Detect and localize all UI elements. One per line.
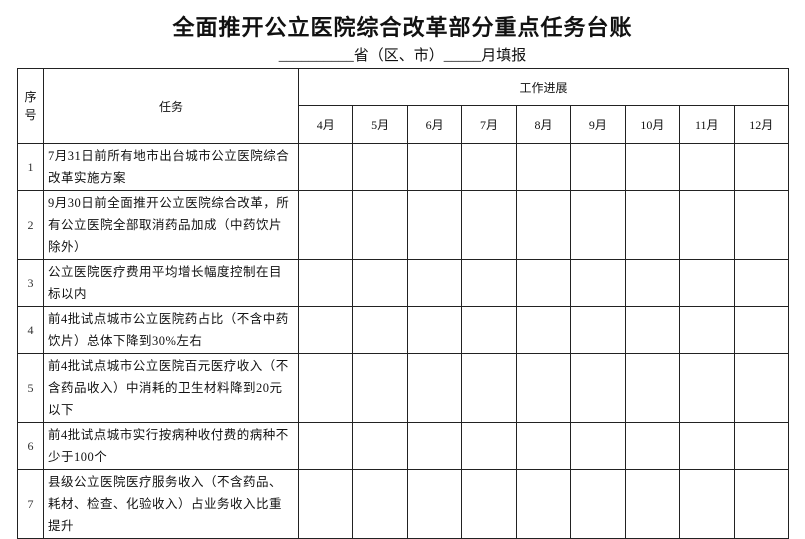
progress-cell[interactable] (570, 143, 626, 191)
progress-cell[interactable] (515, 469, 572, 539)
progress-cell[interactable] (352, 143, 408, 191)
table-row: 2 9月30日前全面推开公立医院综合改革，所有公立医院全部取消药品加成（中药饮片除… (17, 190, 789, 260)
progress-cell[interactable] (461, 190, 517, 260)
row-index: 1 (17, 143, 44, 191)
progress-cell[interactable] (352, 259, 408, 307)
progress-cell[interactable] (733, 190, 789, 260)
header-month: 4月 (297, 105, 354, 144)
progress-cell[interactable] (515, 143, 572, 191)
progress-cell[interactable] (733, 306, 789, 354)
progress-cell[interactable] (461, 353, 517, 423)
progress-cell[interactable] (733, 469, 789, 539)
progress-cell[interactable] (406, 190, 463, 260)
header-month: 5月 (352, 105, 408, 144)
progress-cell[interactable] (352, 353, 408, 423)
progress-cell[interactable] (679, 259, 735, 307)
header-task: 任务 (43, 68, 299, 144)
table-row: 6 前4批试点城市实行按病种收付费的病种不少于100个 (17, 422, 789, 470)
progress-cell[interactable] (515, 353, 572, 423)
row-index: 3 (17, 259, 44, 307)
progress-cell[interactable] (515, 259, 572, 307)
progress-cell[interactable] (679, 469, 735, 539)
progress-cell[interactable] (297, 469, 354, 539)
progress-cell[interactable] (570, 306, 626, 354)
progress-cell[interactable] (352, 469, 408, 539)
header-index: 序号 (17, 68, 44, 144)
progress-cell[interactable] (297, 259, 354, 307)
progress-cell[interactable] (624, 353, 681, 423)
row-index: 5 (17, 353, 44, 423)
progress-cell[interactable] (624, 190, 681, 260)
progress-cell[interactable] (297, 306, 354, 354)
table-row: 1 7月31日前所有地市出台城市公立医院综合改革实施方案 (17, 143, 789, 191)
table-row: 4 前4批试点城市公立医院药占比（不含中药饮片）总体下降到30%左右 (17, 306, 789, 354)
row-task: 前4批试点城市公立医院百元医疗收入（不含药品收入）中消耗的卫生材料降到20元以下 (43, 353, 299, 423)
progress-cell[interactable] (624, 306, 681, 354)
row-task: 县级公立医院医疗服务收入（不含药品、耗材、检查、化验收入）占业务收入比重提升 (43, 469, 299, 539)
table-row: 3 公立医院医疗费用平均增长幅度控制在目标以内 (17, 259, 789, 307)
header-month: 9月 (570, 105, 626, 144)
header-month: 12月 (733, 105, 789, 144)
progress-cell[interactable] (733, 259, 789, 307)
progress-cell[interactable] (733, 422, 789, 470)
header-month: 7月 (461, 105, 517, 144)
progress-cell[interactable] (461, 469, 517, 539)
progress-cell[interactable] (406, 353, 463, 423)
row-index: 2 (17, 190, 44, 260)
progress-cell[interactable] (515, 190, 572, 260)
progress-cell[interactable] (733, 353, 789, 423)
row-task: 前4批试点城市实行按病种收付费的病种不少于100个 (43, 422, 299, 470)
row-task: 9月30日前全面推开公立医院综合改革，所有公立医院全部取消药品加成（中药饮片除外… (43, 190, 299, 260)
progress-cell[interactable] (461, 306, 517, 354)
document-title: 全面推开公立医院综合改革部分重点任务台账 (172, 15, 633, 40)
progress-cell[interactable] (297, 422, 354, 470)
progress-cell[interactable] (679, 306, 735, 354)
progress-cell[interactable] (679, 353, 735, 423)
progress-cell[interactable] (570, 422, 626, 470)
progress-cell[interactable] (352, 190, 408, 260)
progress-cell[interactable] (515, 422, 572, 470)
progress-cell[interactable] (570, 259, 626, 307)
header-month: 6月 (406, 105, 463, 144)
progress-cell[interactable] (406, 306, 463, 354)
row-index: 4 (17, 306, 44, 354)
progress-cell[interactable] (624, 259, 681, 307)
row-task: 7月31日前所有地市出台城市公立医院综合改革实施方案 (43, 143, 299, 191)
progress-cell[interactable] (461, 259, 517, 307)
row-task: 前4批试点城市公立医院药占比（不含中药饮片）总体下降到30%左右 (43, 306, 299, 354)
progress-cell[interactable] (297, 353, 354, 423)
row-task: 公立医院医疗费用平均增长幅度控制在目标以内 (43, 259, 299, 307)
progress-cell[interactable] (406, 259, 463, 307)
progress-cell[interactable] (352, 422, 408, 470)
progress-cell[interactable] (406, 469, 463, 539)
progress-cell[interactable] (461, 143, 517, 191)
progress-cell[interactable] (570, 353, 626, 423)
progress-cell[interactable] (570, 190, 626, 260)
progress-cell[interactable] (297, 143, 354, 191)
progress-cell[interactable] (624, 469, 681, 539)
progress-cell[interactable] (679, 143, 735, 191)
progress-cell[interactable] (406, 143, 463, 191)
task-ledger-table: 序号 任务 工作进展 4月 5月 6月 7月 8月 9月 10月 11月 12月 1 7月31日前… (17, 68, 789, 539)
header-month: 11月 (679, 105, 735, 144)
progress-cell[interactable] (733, 143, 789, 191)
progress-cell[interactable] (406, 422, 463, 470)
table-row: 5 前4批试点城市公立医院百元医疗收入（不含药品收入）中消耗的卫生材料降到20元以… (17, 353, 789, 423)
progress-cell[interactable] (352, 306, 408, 354)
header-month: 8月 (515, 105, 572, 144)
table-row: 7 县级公立医院医疗服务收入（不含药品、耗材、检查、化验收入）占业务收入比重提升 (17, 469, 789, 539)
document-subtitle: __________省（区、市）_____月填报 (278, 48, 527, 64)
header-month: 10月 (624, 105, 681, 144)
progress-cell[interactable] (515, 306, 572, 354)
row-index: 6 (17, 422, 44, 470)
progress-cell[interactable] (570, 469, 626, 539)
progress-cell[interactable] (679, 422, 735, 470)
progress-cell[interactable] (297, 190, 354, 260)
progress-cell[interactable] (461, 422, 517, 470)
header-progress: 工作进展 (298, 68, 789, 106)
progress-cell[interactable] (624, 422, 681, 470)
progress-cell[interactable] (679, 190, 735, 260)
row-index: 7 (17, 469, 44, 539)
progress-cell[interactable] (624, 143, 681, 191)
